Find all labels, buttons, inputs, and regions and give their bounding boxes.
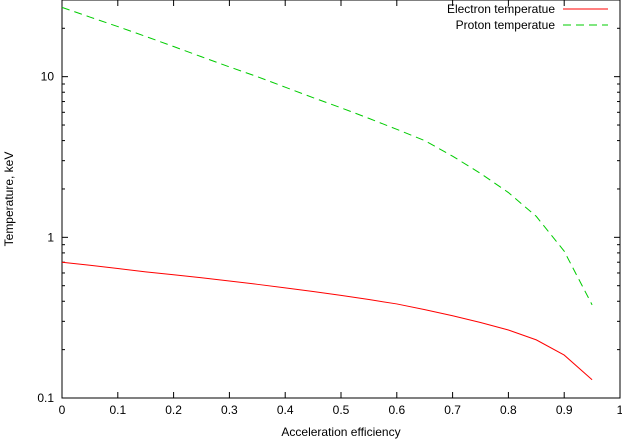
x-tick-label: 0.4	[277, 403, 294, 417]
legend-label-electron: Electron temperatue	[447, 2, 555, 16]
x-tick-label: 0.2	[165, 403, 182, 417]
x-tick-label: 0	[59, 403, 66, 417]
x-tick-label: 0.3	[221, 403, 238, 417]
electron-temperature-line	[61, 261, 593, 381]
x-tick-label: 0.7	[444, 403, 461, 417]
legend-label-proton: Proton temperatue	[456, 18, 556, 32]
x-tick-label: 1	[617, 403, 622, 417]
y-tick-label: 1	[47, 230, 54, 244]
proton-temperature-line	[61, 6, 593, 306]
legend: Electron temperatue Proton temperatue	[447, 2, 608, 32]
y-axis-title: Temperature, keV	[2, 152, 16, 247]
y-tick-label: 10	[41, 70, 55, 84]
x-axis: 0 0.1 0.2 0.3 0.4 0.5 0.6 0.7 0.8 0.9 1	[59, 0, 622, 417]
y-tick-label: 0.1	[37, 391, 54, 405]
series-layer	[61, 6, 593, 381]
x-tick-label: 0.5	[333, 403, 350, 417]
x-axis-title: Acceleration efficiency	[281, 425, 400, 439]
x-tick-label: 0.6	[388, 403, 405, 417]
y-axis: 0.1 1 10	[37, 0, 620, 405]
x-tick-label: 0.9	[556, 403, 573, 417]
plot-frame	[61, 0, 621, 399]
x-tick-label: 0.8	[500, 403, 517, 417]
x-tick-label: 0.1	[109, 403, 126, 417]
